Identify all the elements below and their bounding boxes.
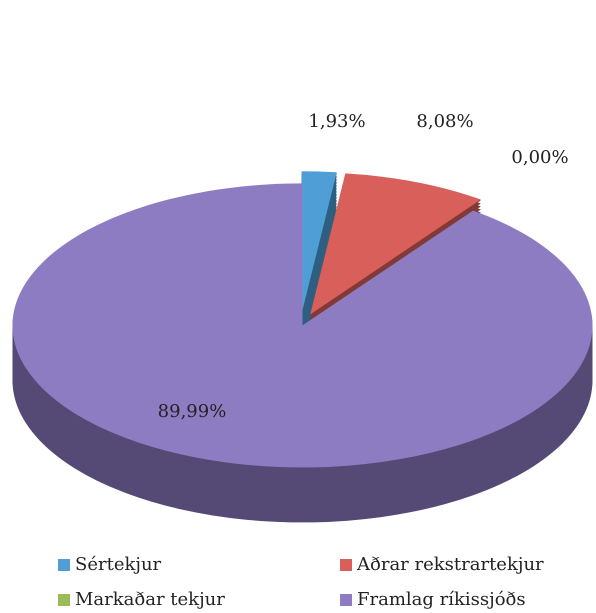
legend-swatch: [58, 559, 70, 571]
legend-label: Aðrar rekstrartekjur: [356, 554, 544, 575]
legend-swatch: [58, 594, 70, 606]
pie-slice: [310, 173, 481, 315]
data-label: 8,08%: [416, 111, 473, 132]
legend-label: Markaðar tekjur: [75, 589, 225, 610]
pie-slice: [301, 171, 337, 314]
legend-label: Sértekjur: [75, 554, 162, 575]
data-label: 0,00%: [511, 147, 568, 168]
legend-swatch: [340, 594, 352, 606]
data-label: 1,93%: [308, 111, 365, 132]
data-label: 89,99%: [158, 401, 227, 422]
legend-label: Framlag ríkissjóðs: [357, 589, 526, 610]
pie-slice: [12, 183, 593, 468]
legend-swatch: [340, 559, 352, 571]
